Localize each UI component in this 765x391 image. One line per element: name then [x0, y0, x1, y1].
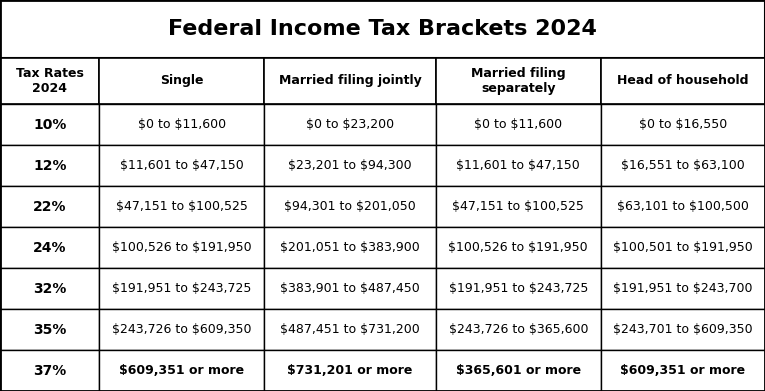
Text: \$487,451 to \$731,200: \$487,451 to \$731,200 [280, 323, 420, 336]
Bar [0, 350, 99, 391]
Text: \$191,951 to \$243,725: \$191,951 to \$243,725 [112, 282, 252, 295]
Text: 35%: 35% [33, 323, 67, 337]
Bar [601, 227, 765, 268]
Bar [99, 227, 264, 268]
Text: \$191,951 to \$243,700: \$191,951 to \$243,700 [613, 282, 753, 295]
Text: \$11,601 to \$47,150: \$11,601 to \$47,150 [120, 159, 243, 172]
Bar [601, 145, 765, 186]
Text: \$0 to \$16,550: \$0 to \$16,550 [639, 118, 727, 131]
Text: \$383,901 to \$487,450: \$383,901 to \$487,450 [280, 282, 420, 295]
Bar [436, 186, 601, 227]
Bar [601, 268, 765, 309]
Text: Married filing jointly: Married filing jointly [278, 74, 422, 88]
Bar [0, 104, 99, 145]
Text: \$243,726 to \$609,350: \$243,726 to \$609,350 [112, 323, 252, 336]
Text: \$609,351 or more: \$609,351 or more [119, 364, 244, 377]
Text: 22%: 22% [33, 199, 67, 213]
Bar [99, 186, 264, 227]
Text: \$191,951 to \$243,725: \$191,951 to \$243,725 [448, 282, 588, 295]
Bar [99, 268, 264, 309]
Bar [601, 58, 765, 104]
Text: \$16,551 to \$63,100: \$16,551 to \$63,100 [621, 159, 744, 172]
Text: \$23,201 to \$94,300: \$23,201 to \$94,300 [288, 159, 412, 172]
Bar [601, 309, 765, 350]
Text: \$365,601 or more: \$365,601 or more [456, 364, 581, 377]
Bar [0, 227, 99, 268]
Text: 10%: 10% [33, 118, 67, 131]
Text: \$100,526 to \$191,950: \$100,526 to \$191,950 [448, 241, 588, 254]
Bar [601, 186, 765, 227]
Bar [436, 58, 601, 104]
Text: \$63,101 to \$100,500: \$63,101 to \$100,500 [617, 200, 749, 213]
Bar [436, 227, 601, 268]
Text: 24%: 24% [33, 240, 67, 255]
Text: \$47,151 to \$100,525: \$47,151 to \$100,525 [452, 200, 584, 213]
Bar [99, 350, 264, 391]
Bar [99, 58, 264, 104]
Bar [99, 104, 264, 145]
Bar [264, 145, 436, 186]
Bar [0, 309, 99, 350]
Text: Federal Income Tax Brackets 2024: Federal Income Tax Brackets 2024 [168, 19, 597, 39]
Bar [0, 145, 99, 186]
Bar [0, 186, 99, 227]
Bar [0, 0, 765, 58]
Bar [601, 350, 765, 391]
Text: 32%: 32% [33, 282, 67, 296]
Text: 37%: 37% [33, 364, 67, 377]
Text: \$609,351 or more: \$609,351 or more [620, 364, 745, 377]
Bar [264, 104, 436, 145]
Text: \$100,501 to \$191,950: \$100,501 to \$191,950 [613, 241, 753, 254]
Bar [0, 58, 99, 104]
Bar [436, 350, 601, 391]
Text: 12%: 12% [33, 158, 67, 172]
Bar [436, 268, 601, 309]
Text: Single: Single [160, 74, 203, 88]
Text: Head of household: Head of household [617, 74, 748, 88]
Bar [99, 145, 264, 186]
Bar [601, 104, 765, 145]
Text: \$0 to \$11,600: \$0 to \$11,600 [474, 118, 562, 131]
Bar [264, 227, 436, 268]
Text: \$11,601 to \$47,150: \$11,601 to \$47,150 [457, 159, 580, 172]
Text: Married filing
separately: Married filing separately [471, 67, 565, 95]
Text: \$100,526 to \$191,950: \$100,526 to \$191,950 [112, 241, 252, 254]
Bar [436, 145, 601, 186]
Text: \$731,201 or more: \$731,201 or more [288, 364, 412, 377]
Bar [436, 309, 601, 350]
Text: \$0 to \$11,600: \$0 to \$11,600 [138, 118, 226, 131]
Text: \$201,051 to \$383,900: \$201,051 to \$383,900 [280, 241, 420, 254]
Text: \$243,726 to \$365,600: \$243,726 to \$365,600 [448, 323, 588, 336]
Text: \$47,151 to \$100,525: \$47,151 to \$100,525 [116, 200, 248, 213]
Bar [264, 186, 436, 227]
Text: \$94,301 to \$201,050: \$94,301 to \$201,050 [284, 200, 416, 213]
Bar [264, 309, 436, 350]
Bar [264, 268, 436, 309]
Text: Tax Rates
2024: Tax Rates 2024 [16, 67, 83, 95]
Bar [264, 58, 436, 104]
Bar [0, 268, 99, 309]
Text: \$243,701 to \$609,350: \$243,701 to \$609,350 [613, 323, 753, 336]
Bar [264, 350, 436, 391]
Text: \$0 to \$23,200: \$0 to \$23,200 [306, 118, 394, 131]
Bar [436, 104, 601, 145]
Bar [99, 309, 264, 350]
